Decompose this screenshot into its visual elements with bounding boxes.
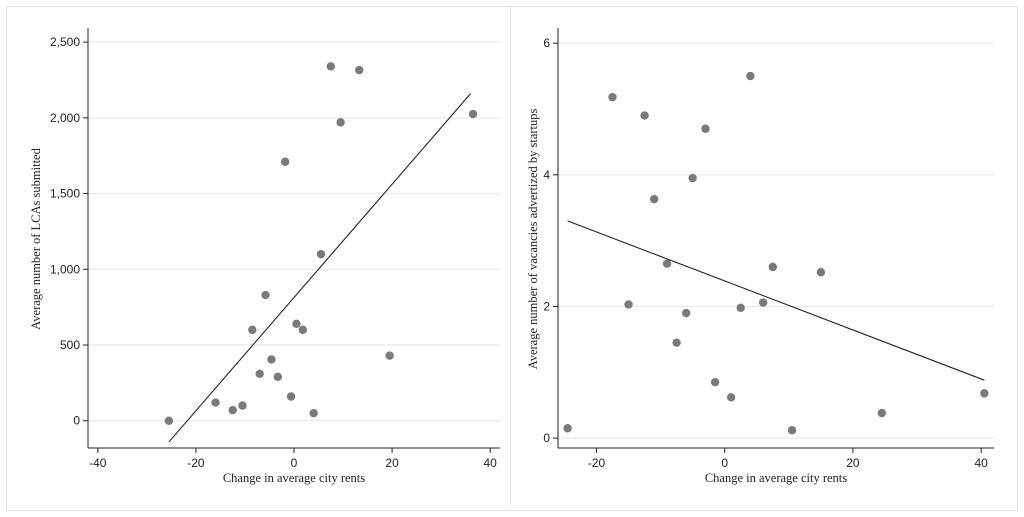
- x-tick-label: -20: [588, 456, 606, 470]
- y-tick-label: 4: [543, 168, 550, 182]
- y-tick-label: 1,000: [50, 262, 80, 276]
- data-point: [672, 338, 681, 347]
- data-point: [355, 65, 364, 75]
- data-point: [280, 157, 290, 166]
- data-point: [816, 268, 826, 277]
- data-point: [238, 401, 247, 410]
- x-axis-title: Change in average city rents: [223, 471, 365, 485]
- data-point: [261, 290, 270, 300]
- x-tick-label: 20: [385, 456, 399, 470]
- x-tick-label: 20: [846, 456, 860, 470]
- data-point: [385, 351, 394, 360]
- data-point: [649, 194, 659, 204]
- data-point: [746, 71, 755, 81]
- data-point: [563, 424, 572, 433]
- y-tick-label: 0: [543, 431, 550, 445]
- data-point: [758, 298, 768, 307]
- data-point: [255, 369, 264, 378]
- data-point: [298, 325, 308, 335]
- x-tick-label: 40: [974, 456, 988, 470]
- data-point: [682, 308, 691, 318]
- x-tick-label: 0: [721, 456, 728, 470]
- panel-divider: [510, 6, 511, 505]
- data-point: [292, 319, 301, 329]
- data-point: [273, 372, 283, 382]
- data-point: [726, 393, 736, 402]
- data-point: [248, 325, 257, 335]
- data-point: [787, 426, 797, 435]
- data-point: [710, 377, 720, 387]
- fit-line: [567, 220, 985, 381]
- y-tick-label: 500: [60, 338, 80, 352]
- y-tick-label: 1,500: [50, 187, 80, 201]
- data-point: [468, 109, 478, 119]
- y-tick-label: 2: [543, 299, 550, 313]
- data-point: [309, 408, 318, 418]
- data-point: [768, 262, 777, 272]
- data-point: [688, 173, 697, 183]
- y-axis-title: Average number of LCAs submitted: [29, 147, 43, 329]
- y-tick-label: 6: [543, 36, 550, 50]
- y-tick-label: 0: [73, 414, 80, 428]
- fit-line: [168, 93, 471, 443]
- x-tick-label: -20: [187, 456, 205, 470]
- data-point: [211, 398, 220, 407]
- x-tick-label: 40: [484, 456, 498, 470]
- x-axis-title: Change in average city rents: [705, 471, 847, 485]
- data-point: [640, 111, 649, 120]
- data-point: [228, 405, 237, 415]
- figure-frame: [6, 6, 1018, 511]
- data-point: [736, 303, 745, 312]
- data-point: [326, 62, 335, 71]
- y-tick-label: 2,500: [50, 35, 80, 49]
- data-point: [286, 392, 296, 401]
- data-point: [336, 118, 345, 127]
- data-point: [980, 389, 989, 398]
- data-point: [316, 249, 326, 259]
- data-point: [624, 300, 633, 309]
- x-tick-label: 0: [291, 456, 298, 470]
- data-point: [267, 355, 276, 364]
- y-axis-title: Average number of vacancies advertized b…: [526, 108, 540, 369]
- data-point: [701, 124, 710, 133]
- data-point: [877, 408, 886, 418]
- data-point: [662, 259, 672, 268]
- x-tick-label: -40: [89, 456, 107, 470]
- data-point: [164, 416, 174, 425]
- y-tick-label: 2,000: [50, 111, 80, 125]
- data-point: [608, 92, 617, 102]
